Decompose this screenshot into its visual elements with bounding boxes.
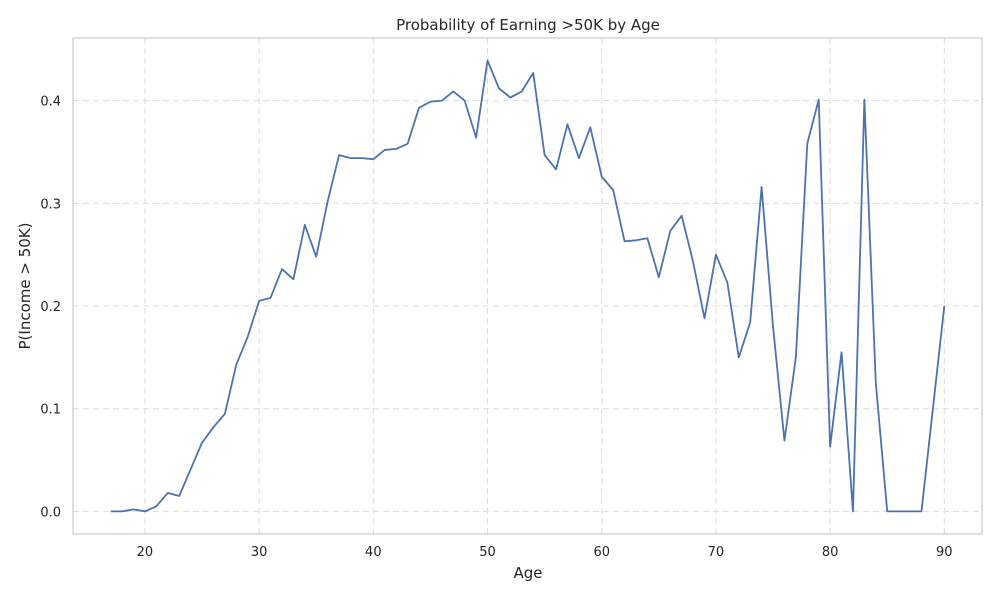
x-tick-label: 60 — [593, 545, 610, 560]
chart-title: Probability of Earning >50K by Age — [396, 16, 660, 34]
y-axis-label: P(Income > 50K) — [16, 223, 34, 350]
series-line-0 — [110, 59, 946, 513]
x-tick-label: 30 — [251, 545, 268, 560]
y-tick-label: 0.0 — [40, 505, 61, 520]
x-tick-label: 20 — [137, 545, 154, 560]
series-layer — [110, 59, 946, 513]
y-tick-label: 0.3 — [40, 197, 61, 212]
x-tick-label: 50 — [479, 545, 496, 560]
x-axis-label: Age — [513, 564, 542, 582]
axis-ticks: 20 30 40 50 60 70 80 90 0.0 0.1 0.2 0.3 0.4 — [40, 95, 952, 560]
x-tick-label: 80 — [822, 545, 839, 560]
plot-frame — [72, 37, 983, 535]
x-tick-label: 70 — [708, 545, 725, 560]
y-tick-label: 0.4 — [40, 95, 61, 110]
x-tick-label: 90 — [936, 545, 953, 560]
y-tick-label: 0.1 — [40, 403, 61, 418]
y-tick-label: 0.2 — [40, 300, 61, 315]
x-tick-label: 40 — [365, 545, 382, 560]
grid — [73, 38, 982, 534]
